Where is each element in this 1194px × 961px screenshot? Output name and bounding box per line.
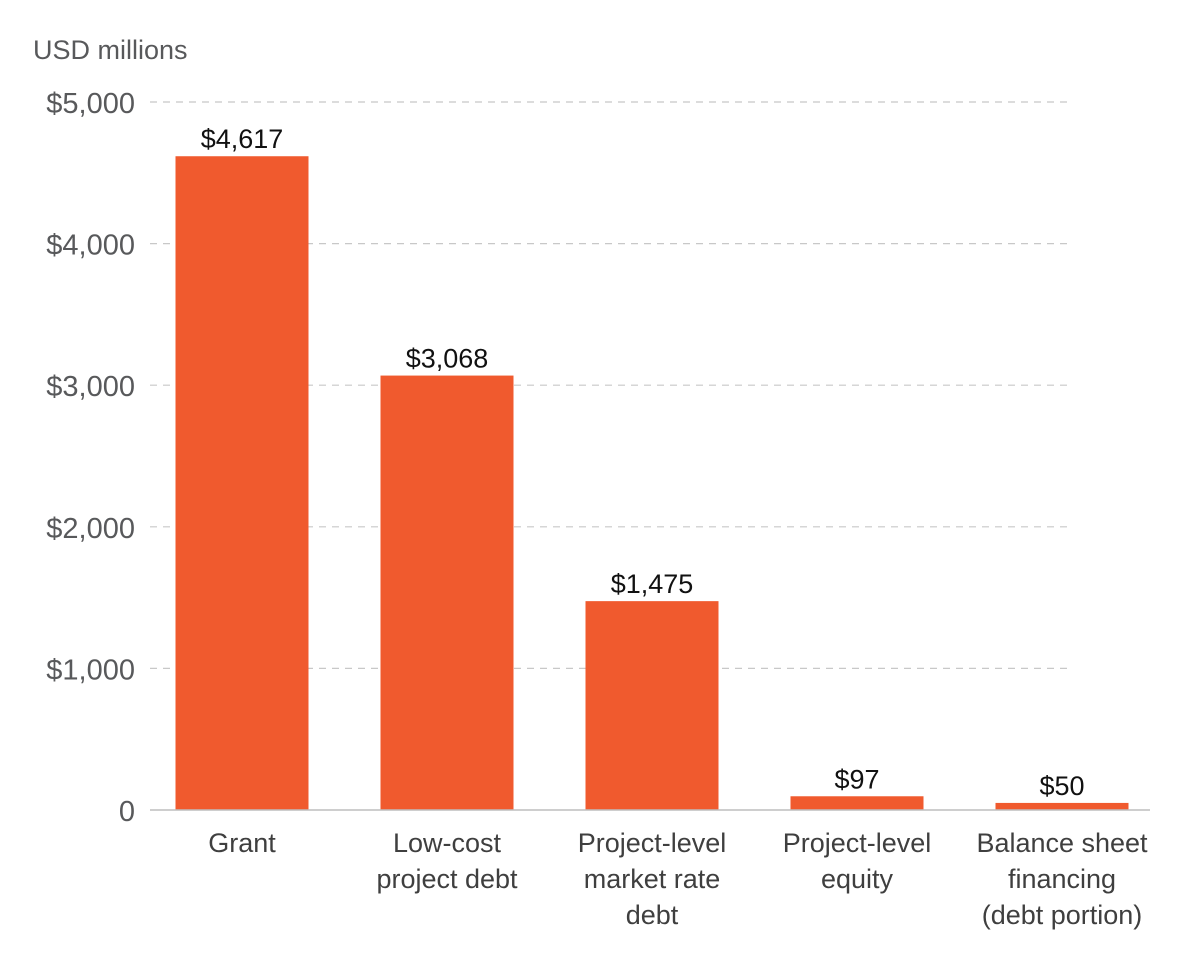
- y-axis-unit-label: USD millions: [33, 35, 188, 65]
- x-tick-label-line: Low-cost: [393, 828, 502, 858]
- x-tick-label-line: Project-level: [578, 828, 727, 858]
- x-tick-label-line: equity: [821, 864, 894, 894]
- y-tick-label: $2,000: [46, 513, 135, 545]
- y-axis-tick-labels: 0 $1,000 $2,000 $3,000 $4,000 $5,000: [46, 88, 135, 828]
- bar: [380, 375, 514, 810]
- y-tick-label: $3,000: [46, 371, 135, 403]
- x-tick-label: Project-level market rate debt: [578, 828, 727, 930]
- data-label: $4,617: [201, 124, 284, 154]
- bars: [175, 156, 1129, 811]
- x-tick-label-line: debt: [626, 900, 679, 930]
- x-tick-label-line: project debt: [376, 864, 518, 894]
- x-tick-label-line: (debt portion): [982, 900, 1143, 930]
- data-labels: $4,617 $3,068 $1,475 $97 $50: [201, 124, 1085, 801]
- x-tick-label-line: Project-level: [783, 828, 932, 858]
- data-label: $97: [834, 764, 879, 794]
- x-tick-label-line: market rate: [584, 864, 721, 894]
- x-tick-label: Low-cost project debt: [376, 828, 518, 894]
- x-axis-category-labels: Grant Low-cost project debt Project-level ma…: [208, 828, 1148, 930]
- bar: [175, 156, 309, 811]
- x-tick-label-line: Grant: [208, 828, 276, 858]
- x-tick-label: Balance sheet financing (debt portion): [976, 828, 1148, 930]
- data-label: $1,475: [611, 569, 694, 599]
- y-tick-label: $5,000: [46, 88, 135, 120]
- x-tick-label-line: financing: [1008, 864, 1116, 894]
- x-tick-label: Grant: [208, 828, 276, 858]
- data-label: $50: [1039, 771, 1084, 801]
- data-label: $3,068: [406, 344, 489, 374]
- bar: [790, 796, 924, 810]
- y-tick-label: 0: [119, 796, 135, 828]
- bar: [995, 802, 1129, 810]
- x-tick-label-line: Balance sheet: [976, 828, 1148, 858]
- x-tick-label: Project-level equity: [783, 828, 932, 894]
- bar: [585, 601, 719, 810]
- y-tick-label: $4,000: [46, 230, 135, 262]
- y-tick-label: $1,000: [46, 654, 135, 686]
